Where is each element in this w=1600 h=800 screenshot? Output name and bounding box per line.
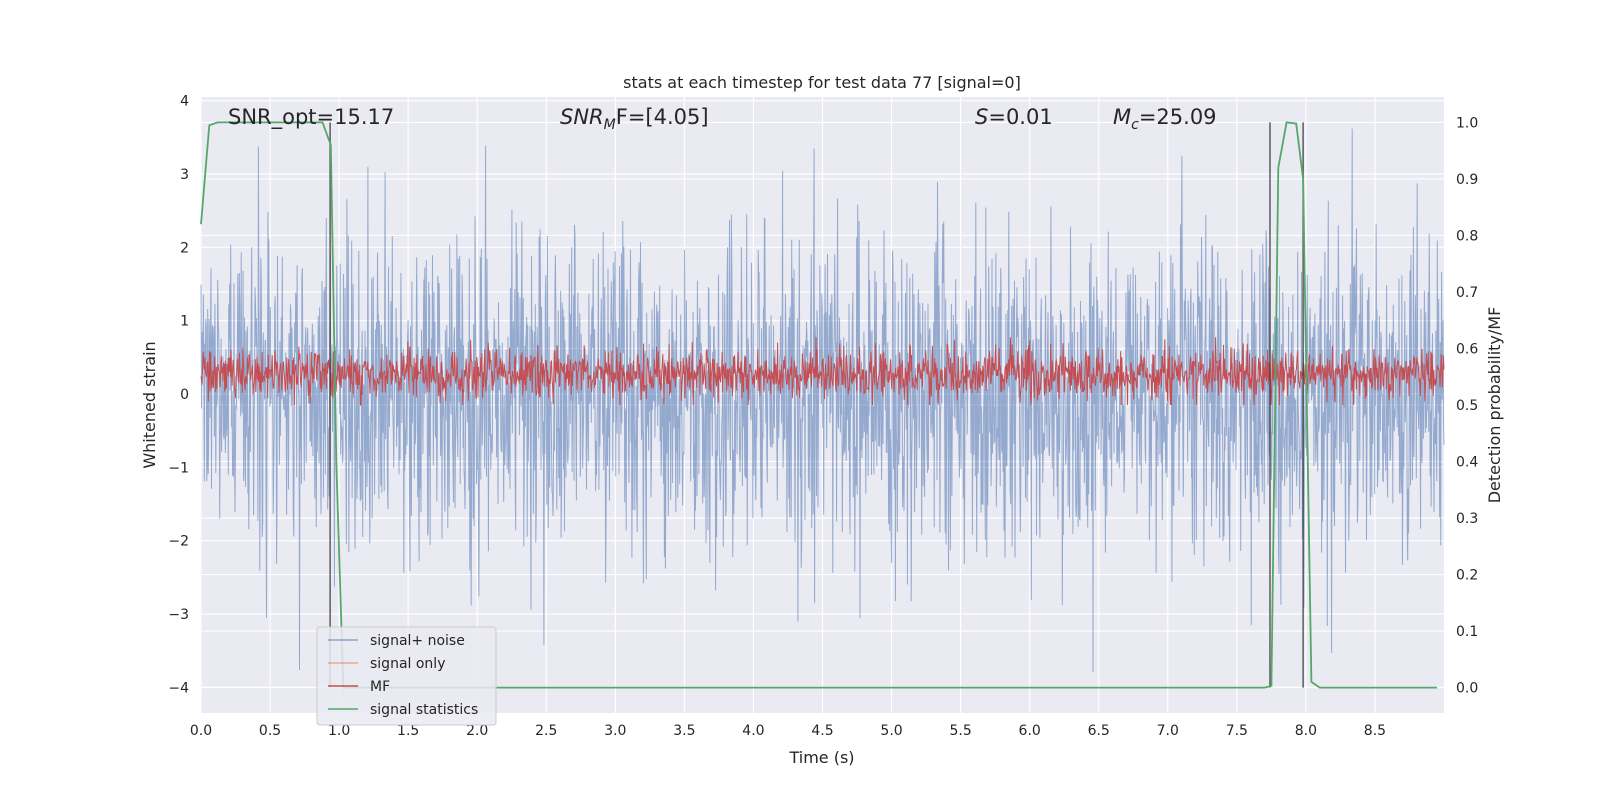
y-tick-label: 0 xyxy=(180,387,189,403)
x-tick-label: 0.5 xyxy=(259,723,281,739)
x-tick-label: 2.0 xyxy=(466,723,488,739)
y-tick-label: 4 xyxy=(180,94,189,110)
x-tick-label: 4.0 xyxy=(742,723,764,739)
x-tick-label: 1.0 xyxy=(328,723,350,739)
legend-label-mf: MF xyxy=(370,679,390,695)
y2-tick-label: 0.5 xyxy=(1456,398,1478,414)
y2-tick-labels: 0.0 0.1 0.2 0.3 0.4 0.5 0.6 0.7 0.8 0.9 1.0 xyxy=(1456,115,1478,696)
legend: signal+ noise signal only MF signal stat… xyxy=(316,626,497,726)
x-tick-label: 4.5 xyxy=(811,723,833,739)
snr-mf-annotation: SNRMF=[4.05] xyxy=(560,105,709,133)
y2-tick-label: 0.1 xyxy=(1456,624,1478,640)
x-tick-label: 2.5 xyxy=(535,723,557,739)
y2-tick-label: 0.8 xyxy=(1456,228,1478,244)
x-tick-label: 8.5 xyxy=(1364,723,1386,739)
y2-tick-label: 0.0 xyxy=(1456,681,1478,697)
y2-axis-label: Detection probability/MF xyxy=(1485,307,1504,504)
snr-mf-rest: F=[4.05] xyxy=(616,105,709,129)
legend-label-noise: signal+ noise xyxy=(370,633,465,649)
legend-label-stat: signal statistics xyxy=(370,702,478,718)
y-tick-label: 3 xyxy=(180,167,189,183)
y2-tick-label: 0.9 xyxy=(1456,172,1478,188)
x-tick-label: 5.5 xyxy=(949,723,971,739)
snr-opt-annotation: SNR_opt=15.17 xyxy=(228,105,394,130)
y-tick-label: −1 xyxy=(168,460,189,476)
y-tick-labels: −4 −3 −2 −1 0 1 2 3 4 xyxy=(168,94,189,697)
x-tick-labels: 0.0 0.5 1.0 1.5 2.0 2.5 3.0 3.5 4.0 4.5 5.0 5.5 6.0 6… xyxy=(190,723,1386,739)
y-axis-label: Whitened strain xyxy=(140,341,159,468)
s-rest: =0.01 xyxy=(988,105,1052,129)
y2-tick-label: 1.0 xyxy=(1456,115,1478,131)
y2-tick-label: 0.3 xyxy=(1456,511,1478,527)
x-tick-label: 3.5 xyxy=(673,723,695,739)
x-tick-label: 3.0 xyxy=(604,723,626,739)
x-tick-label: 7.5 xyxy=(1226,723,1248,739)
x-tick-label: 6.0 xyxy=(1019,723,1041,739)
x-axis-label: Time (s) xyxy=(788,748,854,767)
y-tick-label: −3 xyxy=(168,607,189,623)
mf-series xyxy=(200,337,1445,406)
snr-mf-main: SNR xyxy=(560,105,604,129)
x-tick-label: 7.0 xyxy=(1157,723,1179,739)
y-tick-label: 1 xyxy=(180,314,189,330)
mc-var: M xyxy=(1113,105,1131,129)
snr-mf-sub: M xyxy=(604,117,616,133)
s-annotation: S=0.01 xyxy=(975,105,1053,129)
mc-rest: =25.09 xyxy=(1139,105,1217,129)
y-tick-label: −4 xyxy=(168,680,189,696)
y-tick-label: −2 xyxy=(168,534,189,550)
chart-title: stats at each timestep for test data 77 … xyxy=(623,73,1021,92)
x-tick-label: 6.5 xyxy=(1088,723,1110,739)
legend-box xyxy=(316,626,497,726)
x-tick-label: 0.0 xyxy=(190,723,212,739)
y-tick-label: 2 xyxy=(180,240,189,256)
x-tick-label: 1.5 xyxy=(397,723,419,739)
legend-label-signal: signal only xyxy=(370,656,445,672)
x-tick-label: 8.0 xyxy=(1295,723,1317,739)
mf-line xyxy=(200,337,1445,406)
y2-tick-label: 0.4 xyxy=(1456,455,1478,471)
y2-tick-label: 0.7 xyxy=(1456,285,1478,301)
x-tick-label: 5.0 xyxy=(880,723,902,739)
s-var: S xyxy=(975,105,988,129)
mc-annotation: Mc=25.09 xyxy=(1113,105,1217,133)
y2-tick-label: 0.2 xyxy=(1456,568,1478,584)
y2-tick-label: 0.6 xyxy=(1456,341,1478,357)
mc-sub: c xyxy=(1131,117,1139,133)
